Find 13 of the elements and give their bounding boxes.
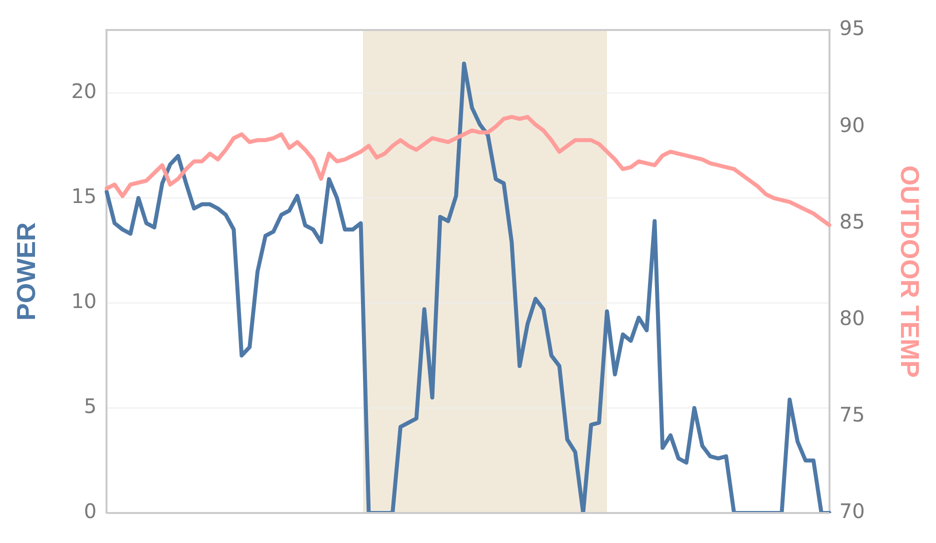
y-tick-label: 10 (71, 289, 97, 314)
y2-tick-label: 70 (839, 499, 865, 524)
y-axis-title: POWER (10, 222, 41, 321)
y-tick-label: 5 (84, 394, 97, 418)
y2-tick-label: 90 (839, 112, 865, 137)
y2-tick-label: 75 (839, 402, 865, 427)
y2-tick-label: 80 (839, 306, 865, 330)
y2-tick-label: 95 (839, 16, 865, 40)
y-tick-label: 20 (71, 79, 97, 104)
y2-tick-label: 85 (839, 209, 865, 234)
y-tick-label: 15 (71, 184, 97, 208)
y-tick-label: 0 (84, 499, 97, 524)
y2-axis-title: OUTDOOR TEMP (895, 165, 926, 378)
